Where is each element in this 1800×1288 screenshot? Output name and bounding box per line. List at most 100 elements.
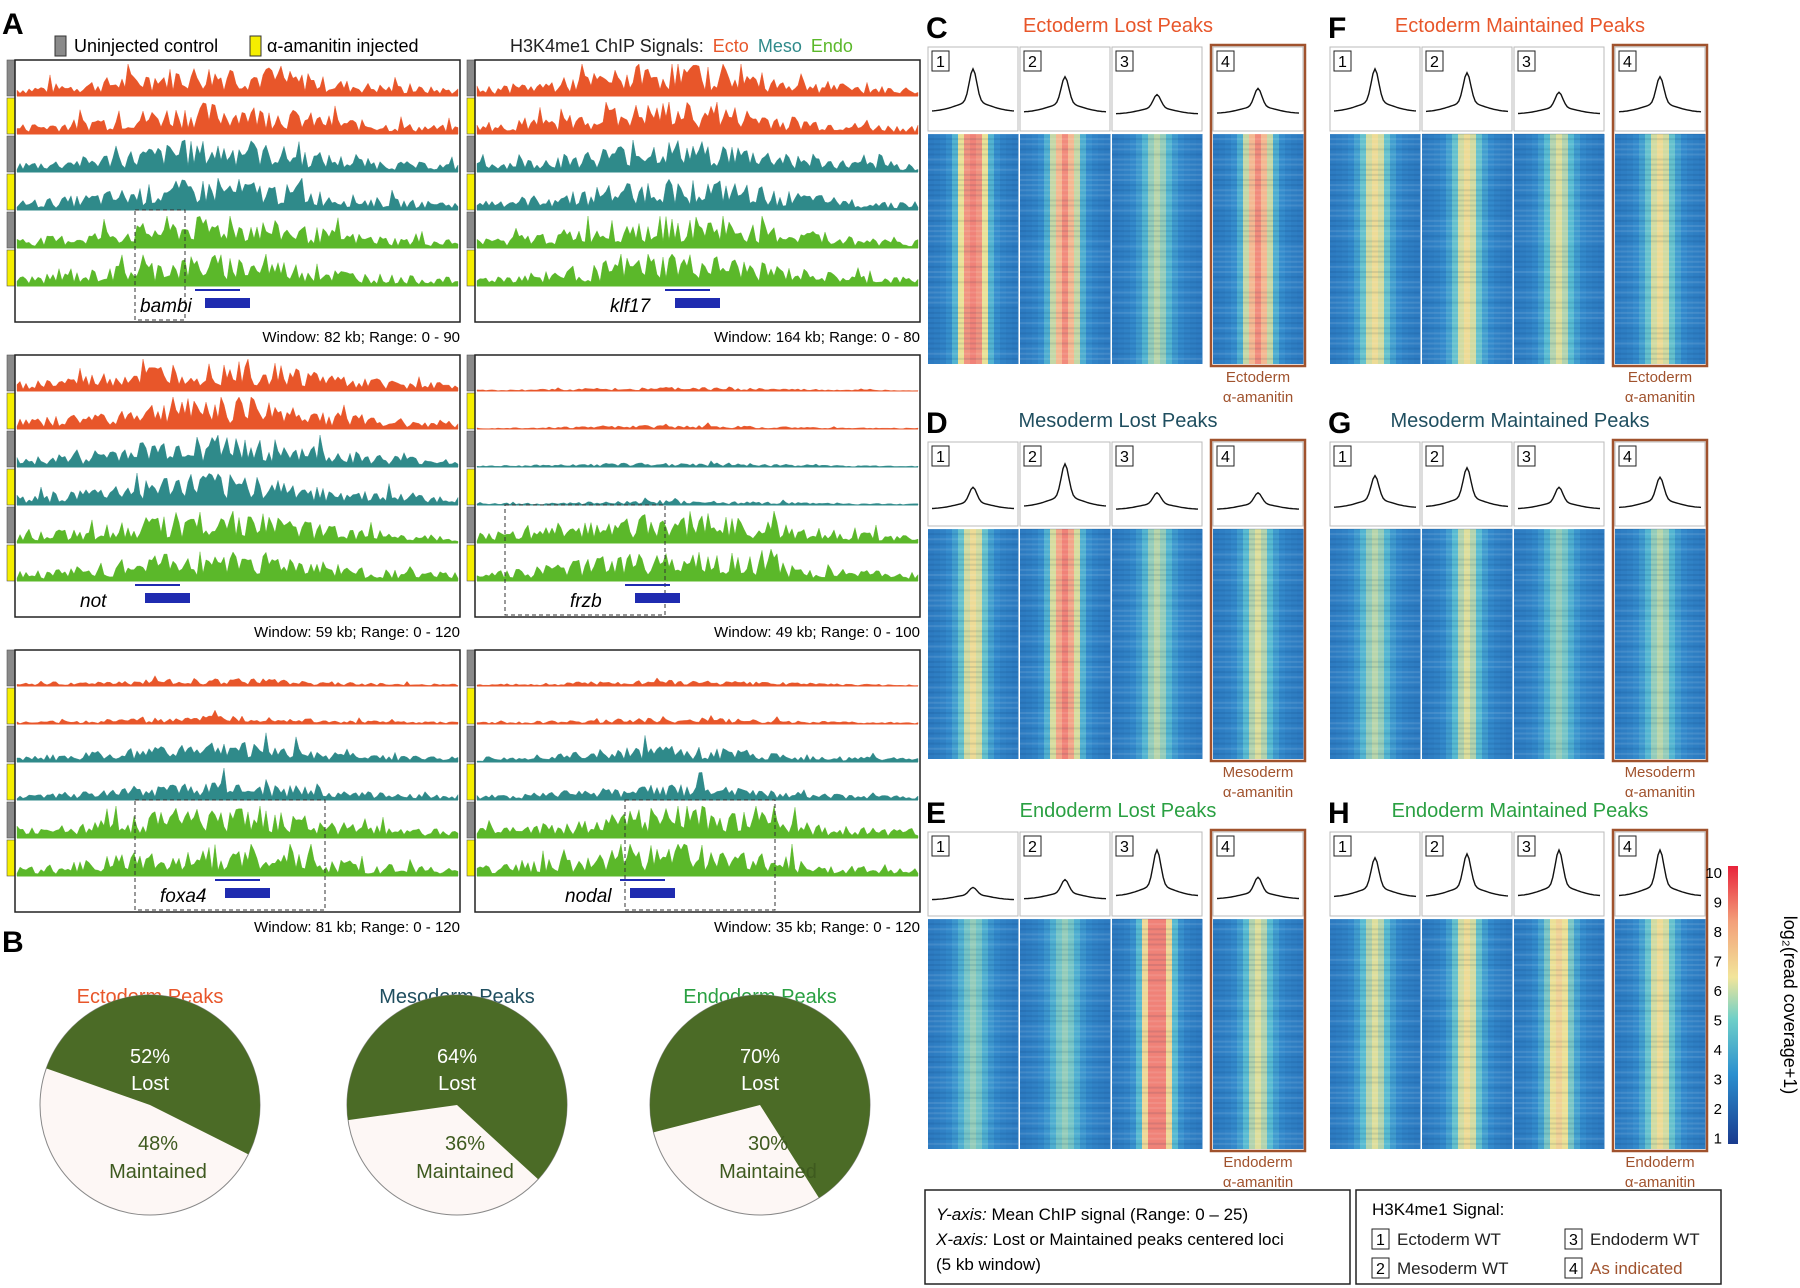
heatmap-stripe — [1092, 529, 1099, 759]
heatmap-stripe — [1166, 134, 1173, 364]
heatmap-stripe — [1336, 529, 1343, 759]
heatmap-stripe — [1237, 134, 1244, 364]
heatmap-stripe — [1032, 134, 1039, 364]
profile-number: 3 — [1120, 839, 1129, 856]
heatmap-stripe — [1378, 919, 1385, 1149]
signal-track-row — [476, 843, 919, 877]
heatmap-stripe — [1402, 529, 1409, 759]
heatmap-stripe — [1592, 529, 1599, 759]
box4-tissue: Ectoderm — [1226, 369, 1290, 386]
heatmap-stripe — [1000, 919, 1007, 1149]
heatmap-stripe — [934, 919, 941, 1149]
heatmap-stripe — [988, 529, 995, 759]
heatmap-stripe — [1440, 529, 1447, 759]
heatmap-stripe — [1532, 919, 1539, 1149]
profile-number-box — [1115, 835, 1134, 857]
heatmap-stripe — [1092, 919, 1099, 1149]
heatmap-stripe — [1550, 134, 1557, 364]
highlight-box — [624, 799, 776, 911]
heatmap-stripe — [1291, 919, 1298, 1149]
signal-legend-box — [1371, 1228, 1390, 1250]
heatmap-column — [1422, 133, 1513, 364]
heatmap-stripe — [1342, 134, 1349, 364]
heatmap-stripe — [1291, 529, 1298, 759]
heatmap-stripe — [1342, 529, 1349, 759]
heatmap-stripe — [1086, 529, 1093, 759]
heatmap-stripe — [976, 529, 983, 759]
heatmap-stripe — [1452, 919, 1459, 1149]
colorbar-tick: 1 — [1714, 1131, 1722, 1148]
colorbar-tick: 6 — [1714, 983, 1722, 1000]
x-axis-note-2: (5 kb window) — [936, 1255, 1041, 1274]
profile-number-box — [1023, 50, 1042, 72]
pie-lost-label: Lost — [131, 1073, 169, 1095]
heatmap-stripe — [1639, 529, 1646, 759]
heatmap-stripe — [1464, 529, 1471, 759]
heatmap-column — [928, 133, 1019, 364]
profile-number: 4 — [1623, 839, 1632, 856]
signal-legend-number: 1 — [1376, 1232, 1385, 1249]
gene-name: klf17 — [610, 296, 652, 317]
heatmap-stripe — [1297, 919, 1304, 1149]
heatmap-stripe — [952, 919, 959, 1149]
heatmap-stripe — [1112, 134, 1119, 364]
heatmap-stripe — [1681, 529, 1688, 759]
track-group-bambi: bambi Window: 82 kb; Range: 0 - 90 — [6, 59, 461, 346]
heatmap-stripe — [1219, 919, 1226, 1149]
heatmap-stripe — [1514, 134, 1521, 364]
heatmap-stripe — [1452, 134, 1459, 364]
profile-number-box — [1023, 835, 1042, 857]
profile-number-box — [931, 835, 950, 857]
colorbar-tick: 7 — [1714, 954, 1722, 971]
heatmap-stripe — [970, 134, 977, 364]
profile-number: 1 — [936, 54, 945, 71]
uninjected-swatch — [54, 35, 67, 57]
signal-track-row — [16, 805, 459, 839]
heatmap-stripe — [1050, 529, 1057, 759]
heatmap-stripe — [1615, 134, 1622, 364]
heatmap-column — [1213, 918, 1304, 1149]
track-footer: Window: 59 kb; Range: 0 - 120 — [254, 624, 460, 641]
profile-number: 2 — [1028, 449, 1037, 466]
heatmap-stripe — [1633, 529, 1640, 759]
heatmap-column — [1020, 528, 1111, 759]
heatmap-stripe — [1663, 919, 1670, 1149]
heatmap-stripe — [1621, 919, 1628, 1149]
heatmap-column — [1422, 918, 1513, 1149]
heatmap-stripe — [1562, 529, 1569, 759]
x-axis-note: X-axis: Lost or Maintained peaks centere… — [935, 1230, 1284, 1249]
heatmap-title: Endoderm Lost Peaks — [1020, 800, 1217, 822]
signal-legend-title: H3K4me1 Signal: — [1372, 1200, 1504, 1219]
heatmap-stripe — [1297, 134, 1304, 364]
heatmap-stripe — [1651, 134, 1658, 364]
heatmap-stripe — [1184, 919, 1191, 1149]
heatmap-stripe — [1434, 529, 1441, 759]
panel-label: G — [1328, 407, 1351, 440]
heatmap-stripe — [1074, 134, 1081, 364]
heatmap-stripe — [1267, 134, 1274, 364]
heatmap-stripe — [1639, 134, 1646, 364]
heatmap-stripe — [1687, 529, 1694, 759]
heatmap-stripe — [1062, 529, 1069, 759]
heatmap-stripe — [1693, 529, 1700, 759]
highlight-box — [504, 504, 666, 616]
profile-number: 3 — [1120, 54, 1129, 71]
signal-track-row — [16, 510, 459, 544]
profile-number: 2 — [1028, 54, 1037, 71]
heatmap-stripe — [970, 919, 977, 1149]
signal-legend-number: 2 — [1376, 1261, 1385, 1278]
heatmap-stripe — [1396, 919, 1403, 1149]
pie-0: Ectoderm Peaks(N = 4,418)52%Lost48%Maint… — [39, 986, 261, 1216]
heatmap-stripe — [1699, 134, 1706, 364]
signal-track-row — [476, 497, 919, 506]
heatmap-stripe — [1598, 134, 1605, 364]
profile-number-box — [1115, 50, 1134, 72]
heatmap-stripe — [1544, 134, 1551, 364]
heatmap-stripe — [1544, 529, 1551, 759]
heatmap-stripe — [1396, 134, 1403, 364]
signal-track-row — [476, 805, 919, 839]
profile-number-box — [931, 445, 950, 467]
signal-track-row — [476, 422, 919, 430]
heatmap-stripe — [1669, 919, 1676, 1149]
